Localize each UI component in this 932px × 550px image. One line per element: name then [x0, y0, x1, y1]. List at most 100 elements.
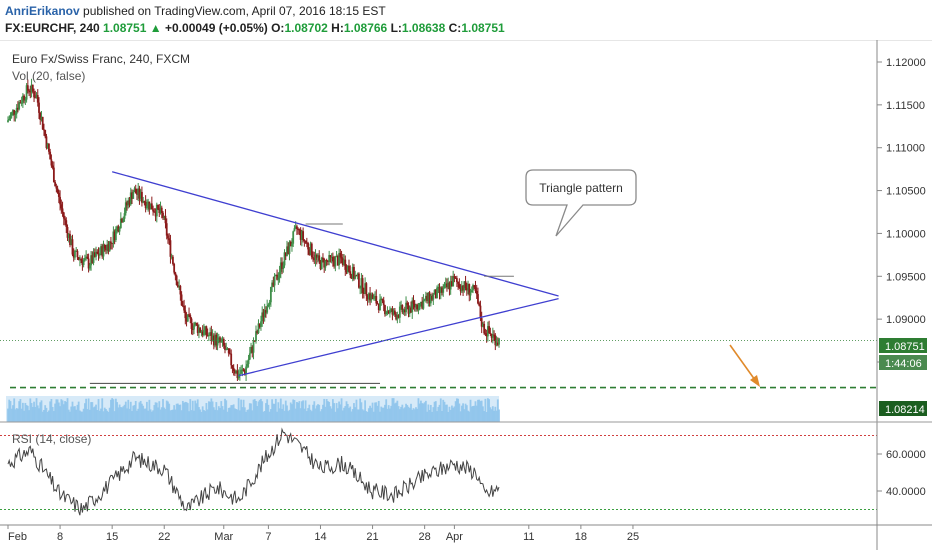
candle-body: [272, 282, 275, 286]
candle-body: [398, 306, 401, 318]
volume-bar: [380, 406, 383, 422]
candle-body: [108, 241, 111, 252]
volume-bar: [406, 405, 409, 422]
candle-body: [55, 186, 58, 189]
candle-body: [324, 259, 327, 268]
time-tick-label: 22: [158, 531, 170, 543]
candle-body: [446, 283, 448, 288]
candle-body: [410, 307, 412, 313]
candles: [7, 78, 500, 382]
volume-bar: [20, 408, 23, 422]
candle-body: [155, 204, 158, 217]
candle-body: [451, 281, 453, 287]
instrument-legend[interactable]: Euro Fx/Swiss Franc, 240, FXCM: [12, 52, 190, 66]
candle-body: [384, 305, 386, 315]
candle-body: [39, 112, 42, 120]
volume-bar: [15, 408, 18, 422]
volume-bar: [449, 409, 452, 422]
candle-body: [15, 107, 18, 114]
volume-bar: [384, 404, 386, 422]
volume-bar: [145, 401, 148, 422]
time-tick-label: Feb: [8, 531, 27, 543]
time-scale[interactable]: Feb 8 15 22 Mar 7 14 21 28 Apr 11 18 25: [7, 525, 639, 543]
candle-body: [240, 369, 243, 374]
volume-bar: [468, 411, 471, 422]
trendline-lower[interactable]: [238, 297, 559, 377]
volume-bar: [371, 402, 374, 422]
volume-bar: [268, 411, 271, 422]
candle-body: [331, 256, 334, 262]
candle-body: [282, 265, 285, 270]
volume-bar: [496, 399, 499, 422]
candle-body: [251, 346, 254, 353]
high-value: 1.08766: [343, 21, 388, 35]
volume-bar: [338, 401, 340, 422]
candle-body: [438, 287, 441, 293]
candle-body: [348, 265, 350, 272]
rsi-tick-label: 40.0000: [886, 486, 926, 498]
triangle-pattern-callout[interactable]: Triangle pattern: [525, 169, 637, 237]
candle-body: [474, 287, 477, 291]
candle-body: [43, 129, 45, 131]
candle-body: [107, 244, 110, 252]
volume-bar: [117, 407, 120, 422]
volume-legend[interactable]: Vol (20, false): [12, 69, 85, 83]
price-scale[interactable]: 1.12000 1.11500 1.11000 1.10500 1.10000 1.095…: [877, 57, 926, 369]
volume-bar: [113, 411, 116, 422]
candle-body: [154, 212, 157, 217]
chart-canvas[interactable]: Euro Fx/Swiss Franc, 240, FXCM Vol (20, …: [0, 40, 932, 550]
volume-bar: [75, 409, 78, 422]
volume-bar: [485, 411, 488, 422]
volume-bar: [186, 403, 189, 422]
volume-bar: [263, 410, 266, 422]
candle-body: [389, 309, 391, 314]
rsi-scale[interactable]: 60.0000 40.0000: [877, 449, 926, 498]
candle-body: [198, 327, 200, 333]
volume-bar: [392, 398, 395, 422]
volume-bar: [235, 409, 238, 422]
candle-body: [211, 335, 214, 341]
low-label: L:: [390, 21, 402, 35]
author-link[interactable]: AnriErikanov: [5, 4, 80, 18]
candle-body: [477, 294, 479, 304]
volume-bar: [90, 402, 92, 422]
volume-bar: [277, 402, 280, 422]
candle-body: [312, 257, 314, 259]
volume-bar: [478, 399, 481, 422]
candle-body: [62, 212, 65, 219]
volume-bar: [448, 406, 451, 422]
candle-body: [261, 312, 264, 322]
candle-body: [122, 218, 125, 223]
rsi-legend[interactable]: RSI (14, close): [12, 432, 91, 446]
candle-body: [286, 246, 288, 256]
volume-bar: [198, 407, 200, 422]
candle-body: [175, 275, 178, 286]
candle-body: [179, 285, 182, 295]
candle-body: [469, 292, 472, 296]
candle-body: [225, 349, 228, 351]
candle-body: [70, 239, 73, 246]
candle-body: [96, 251, 99, 254]
candle-body: [310, 243, 313, 258]
volume-bar: [261, 401, 264, 422]
volume-bar: [462, 403, 464, 422]
volume-bar: [169, 410, 172, 422]
candle-body: [230, 353, 233, 366]
support-price-badge-text: 1.08214: [885, 404, 925, 416]
projection-arrow[interactable]: [729, 344, 760, 387]
candle-body: [232, 367, 235, 371]
volume-bar: [185, 402, 188, 422]
candle-body: [76, 250, 79, 258]
trendline-upper[interactable]: [111, 171, 559, 297]
volume-bar: [330, 408, 333, 422]
candle-body: [67, 234, 70, 238]
volume-bar: [50, 398, 53, 422]
volume-bar: [143, 408, 146, 422]
symbol-label[interactable]: FX:EURCHF, 240: [5, 21, 100, 35]
candle-body: [19, 102, 22, 104]
time-tick-label: 18: [575, 531, 587, 543]
volume-bar: [490, 409, 493, 422]
volume-bar: [55, 399, 58, 422]
candle-body: [195, 322, 198, 325]
volume-bar: [391, 398, 394, 422]
